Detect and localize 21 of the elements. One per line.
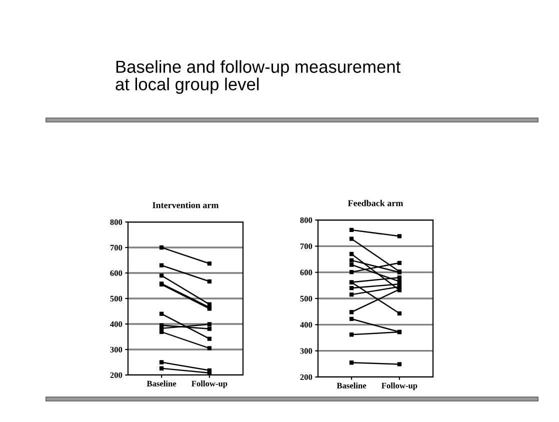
text: Baseline and follow-up measurement at local group level	[116, 60, 401, 94]
y-tick-label: 300	[300, 348, 312, 354]
x-tick-label: Follow-up	[382, 382, 418, 390]
y-tick-label: 800	[300, 217, 312, 223]
y-tick-label: 300	[110, 346, 122, 352]
y-tick-label: 700	[110, 244, 122, 250]
y-tick-label: 800	[110, 219, 122, 225]
chart-title: Intervention arm	[152, 202, 219, 208]
y-tick-label: 400	[300, 322, 312, 328]
y-tick-label: 500	[110, 296, 122, 302]
y-tick-label: 500	[300, 296, 312, 302]
y-tick-label: 600	[300, 270, 312, 276]
y-tick-label: 400	[110, 321, 122, 327]
y-tick-label: 200	[110, 372, 122, 378]
chart-title: Feedback arm	[348, 200, 404, 206]
x-tick-label: Follow-up	[192, 380, 228, 388]
x-tick-label: Baseline	[336, 382, 366, 388]
y-tick-label: 600	[110, 270, 122, 276]
y-tick-label: 200	[300, 374, 312, 380]
y-tick-label: 700	[300, 244, 312, 250]
x-tick-label: Baseline	[146, 380, 176, 386]
